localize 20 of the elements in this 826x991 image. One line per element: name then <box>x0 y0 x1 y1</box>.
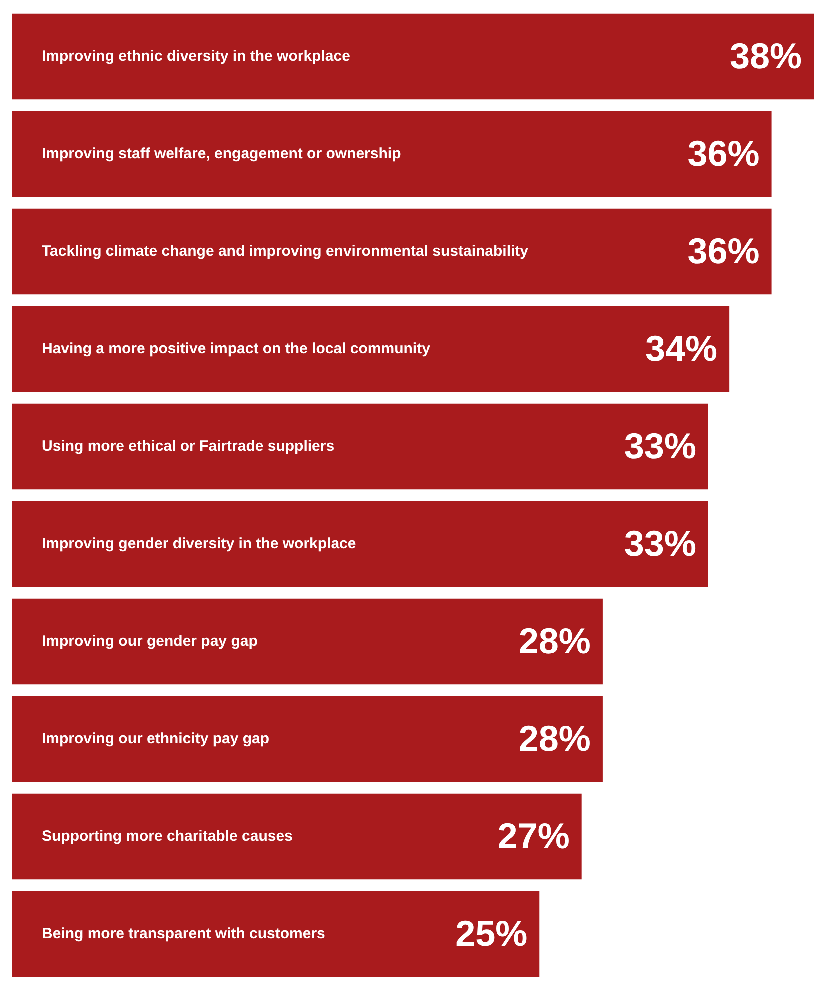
data-label: 25% <box>456 913 528 954</box>
data-label: 38% <box>730 36 802 77</box>
data-label: 28% <box>518 718 591 760</box>
y-tick-label: Improving gender diversity in the workplace <box>42 535 356 552</box>
data-label: 34% <box>646 328 718 370</box>
y-tick-label: Improving ethnic diversity in the workplace <box>42 48 350 65</box>
y-tick-label: Improving our gender pay gap <box>42 632 258 650</box>
data-label: 36% <box>688 133 760 174</box>
y-tick-label: Improving our ethnicity pay gap <box>42 730 270 748</box>
y-tick-label: Using more ethical or Fairtrade suppliers <box>42 438 335 455</box>
data-label: 36% <box>688 230 760 272</box>
y-tick-label: Supporting more charitable causes <box>42 828 293 845</box>
data-label: 33% <box>624 426 696 467</box>
y-tick-label: Improving staff welfare, engagement or ownership <box>42 145 402 162</box>
y-tick-label: Tackling climate change and improving environmental sustainability <box>42 242 530 260</box>
data-label: 33% <box>624 523 696 564</box>
data-label: 28% <box>518 620 591 662</box>
data-label: 27% <box>498 816 570 857</box>
y-tick-label: Having a more positive impact on the local community <box>42 340 432 358</box>
y-tick-label: Being more transparent with customers <box>42 925 326 942</box>
